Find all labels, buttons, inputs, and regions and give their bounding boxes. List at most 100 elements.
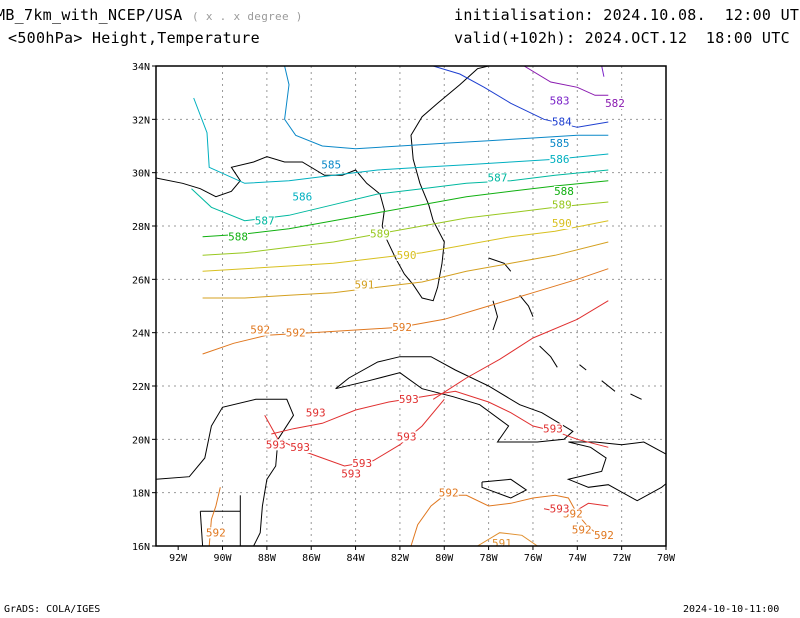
country-borders — [199, 495, 241, 546]
contour-label-bg — [341, 468, 362, 480]
contour-label-bg — [605, 98, 625, 109]
lon-tick-label: 84W — [347, 553, 366, 564]
contour-label: 592 — [439, 486, 459, 499]
coastline — [728, 479, 764, 492]
contour-label: 593 — [352, 457, 372, 470]
contour-label: 592 — [206, 526, 226, 539]
contour-label: 586 — [292, 190, 312, 203]
model-title: MB_7km_with_NCEP/USA ( x . x degree ) — [0, 6, 303, 24]
contour-label: 585 — [550, 137, 570, 150]
contour-label: 587 — [488, 172, 508, 185]
contour-label-bg — [305, 407, 326, 419]
contour-label: 593 — [550, 502, 570, 515]
coastline — [492, 300, 499, 331]
contour-label: 593 — [306, 406, 326, 419]
longitude-labels: 92W 90W 88W 86W 84W 82W 80W 78W 76W 74W 72W 70W — [169, 553, 676, 564]
resolution-label: ( x . x degree ) — [191, 10, 303, 23]
contour-586 — [193, 97, 609, 184]
coastline — [156, 398, 295, 546]
coastline — [539, 345, 558, 368]
lat-tick-label: 22N — [132, 382, 150, 393]
lat-tick-label: 18N — [132, 489, 150, 500]
contour-label-bg — [254, 215, 275, 227]
render-timestamp: 2024-10-10-11:00 — [683, 604, 780, 615]
lat-tick-label: 20N — [132, 435, 150, 446]
valid-time: valid(+102h): 2024.OCT.12 18:00 UTC — [454, 29, 790, 47]
contour-labels: 5825835845855855865865875875885885895895… — [205, 94, 625, 550]
contour-temp — [432, 300, 609, 400]
contour-label-bg — [551, 199, 572, 211]
contour-label-bg — [369, 228, 390, 240]
lon-tick-label: 76W — [524, 553, 543, 564]
contour-label-bg — [265, 439, 286, 451]
lon-tick-label: 70W — [657, 553, 676, 564]
contour-label-bg — [593, 530, 614, 541]
contour-label: 593 — [266, 438, 286, 451]
grads-credit: GrADS: COLA/IGES — [4, 604, 101, 615]
lon-tick-label: 92W — [169, 553, 188, 564]
contour-label-bg — [549, 503, 570, 515]
contour-label-bg — [321, 159, 342, 171]
contour-label-bg — [554, 186, 574, 197]
contour-label: 592 — [286, 326, 306, 339]
lon-tick-label: 82W — [391, 553, 410, 564]
contour-label: 592 — [250, 324, 270, 337]
contour-588 — [202, 180, 609, 238]
grid-lines — [156, 66, 666, 546]
contour-label: 584 — [552, 116, 572, 129]
contour-label: 589 — [370, 228, 390, 241]
coastline — [630, 393, 642, 400]
coastline — [566, 441, 666, 502]
lat-tick-label: 24N — [132, 329, 150, 340]
contour-591 — [477, 532, 538, 546]
contour-label: 593 — [341, 468, 361, 481]
lat-tick-label: 28N — [132, 222, 150, 233]
contour-585 — [284, 66, 609, 150]
contour-label-bg — [228, 231, 249, 243]
contour-label-bg — [398, 394, 419, 405]
contour-label: 583 — [550, 94, 570, 107]
lat-tick-label: 30N — [132, 169, 150, 180]
contour-589 — [202, 201, 609, 256]
contour-label: 593 — [397, 430, 417, 443]
contour-label-bg — [205, 527, 226, 539]
coastline — [488, 257, 512, 272]
lon-tick-label: 72W — [613, 553, 632, 564]
contour-label-bg — [396, 431, 417, 443]
contour-label: 591 — [492, 537, 512, 550]
contour-label-bg — [292, 191, 313, 203]
contour-label-bg — [562, 508, 583, 520]
lon-tick-label: 86W — [302, 553, 321, 564]
lon-tick-label: 74W — [568, 553, 587, 564]
contour-label: 593 — [543, 422, 563, 435]
contour-label: 582 — [605, 97, 625, 110]
contour-label: 593 — [290, 441, 310, 454]
coastline — [519, 294, 534, 317]
lat-tick-label: 34N — [132, 62, 150, 73]
contour-label: 592 — [572, 524, 592, 537]
contour-label-bg — [549, 138, 570, 149]
contour-label-bg — [487, 172, 508, 184]
country-border — [199, 511, 204, 546]
contour-label: 586 — [550, 153, 570, 166]
level-field-title: <500hPa> Height,Temperature — [8, 29, 260, 47]
coastline — [579, 364, 587, 371]
contour-label-bg — [549, 95, 570, 107]
contour-label: 591 — [354, 278, 374, 291]
contour-591 — [202, 241, 609, 299]
lon-tick-label: 90W — [213, 553, 232, 564]
contour-label: 590 — [397, 249, 417, 262]
contour-label-bg — [438, 487, 459, 499]
contour-label: 593 — [399, 393, 419, 406]
coastline — [601, 380, 616, 392]
contour-label: 590 — [552, 217, 572, 230]
contour-label-bg — [571, 524, 592, 536]
contour-label-bg — [542, 423, 563, 435]
contour-label-bg — [354, 279, 375, 291]
contour-label-bg — [290, 442, 311, 453]
contour-label: 592 — [392, 321, 412, 334]
contour-label: 588 — [554, 185, 574, 198]
latitude-labels: 16N 18N 20N 22N 24N 26N 28N 30N 32N 34N — [132, 62, 150, 553]
contour-label-bg — [250, 324, 271, 336]
